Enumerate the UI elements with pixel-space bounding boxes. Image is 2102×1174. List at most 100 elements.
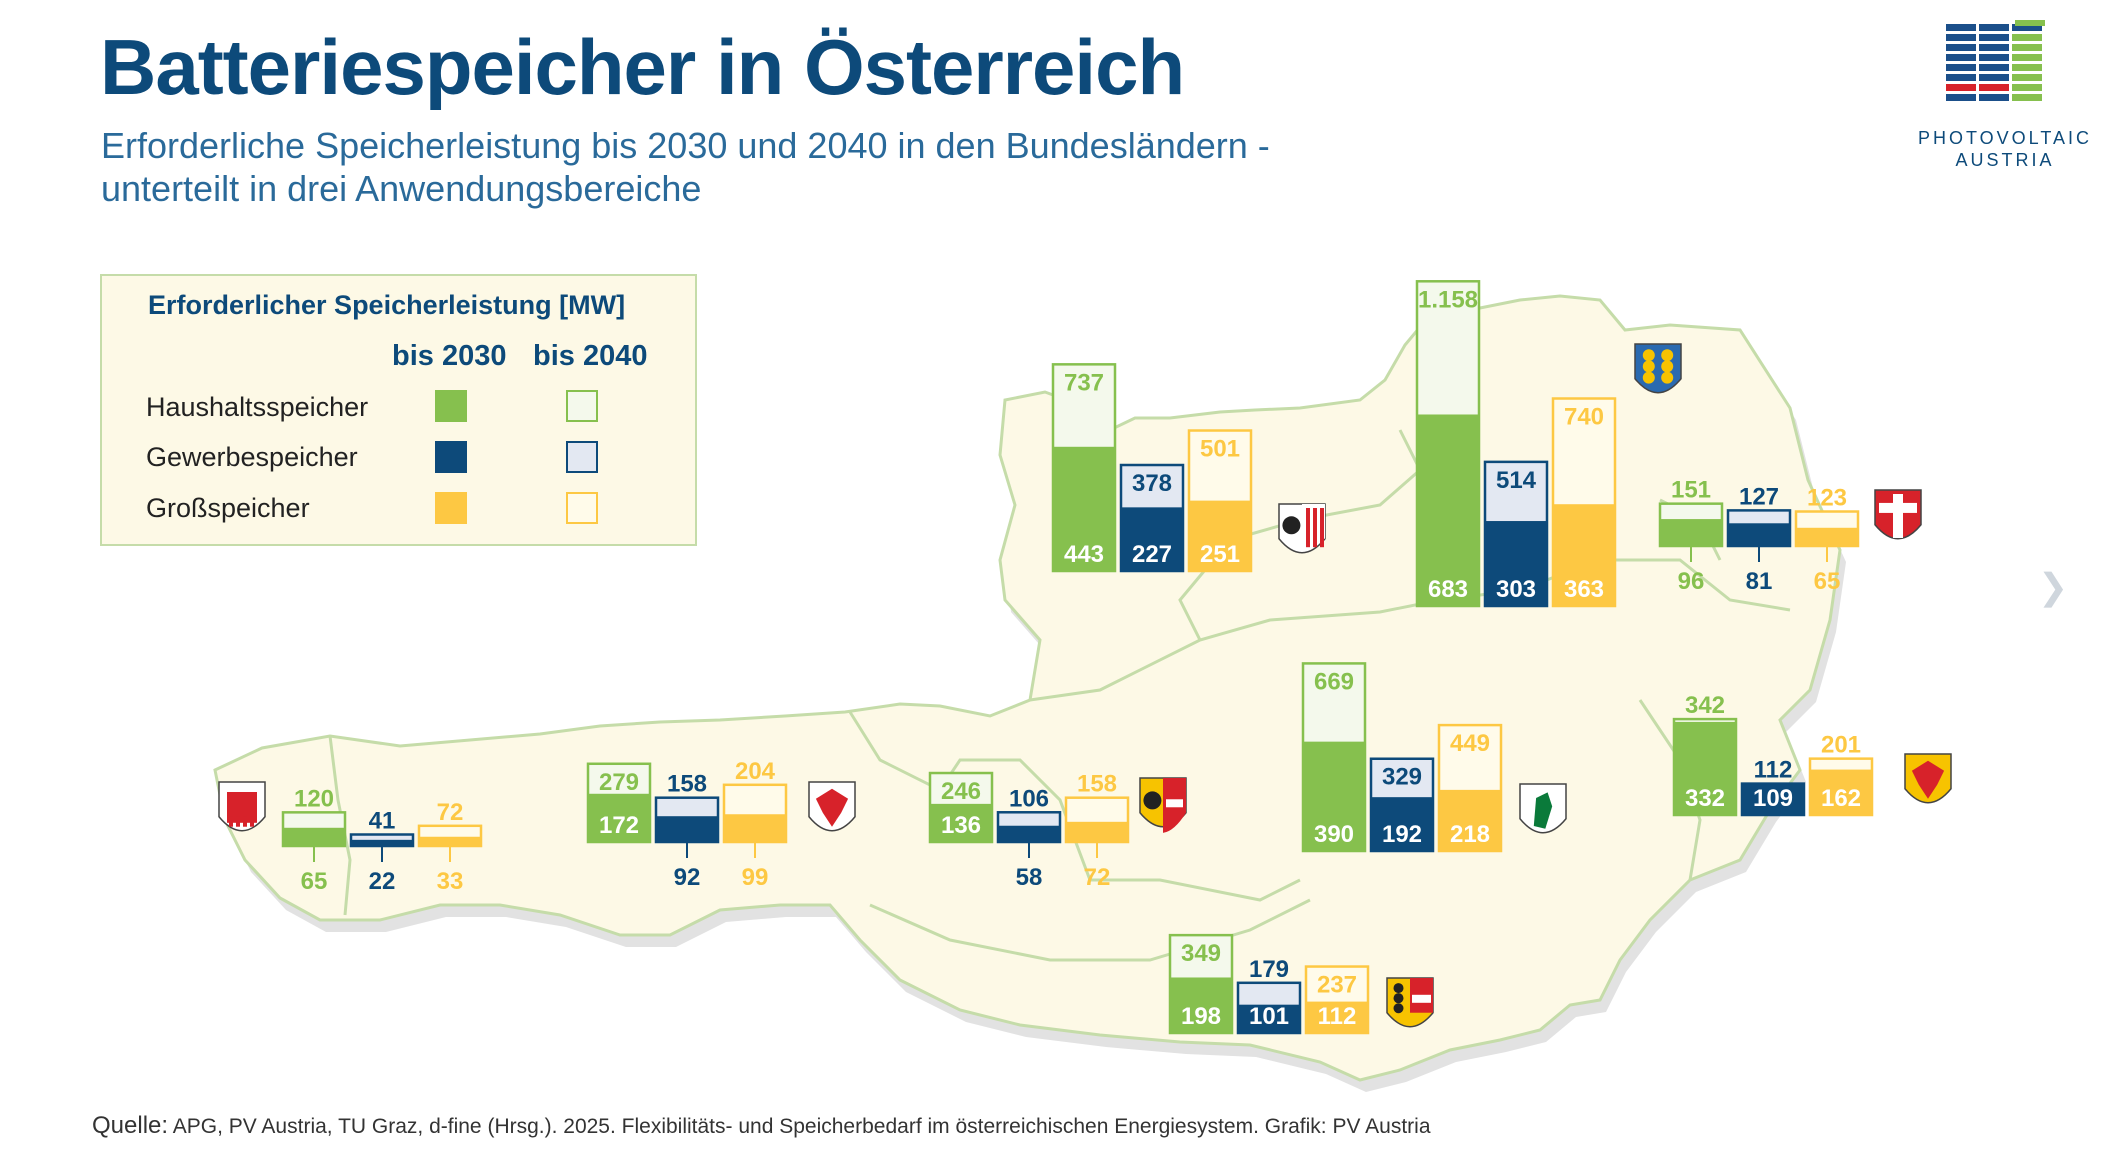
label-wien-haushalt-2030: 96 [1678, 568, 1705, 595]
source-text: APG, PV Austria, TU Graz, d-fine (Hrsg.)… [168, 1115, 1431, 1138]
legend-swatch-gross-2030 [435, 492, 467, 524]
label-tirol-gewerbe-2030: 92 [674, 864, 701, 891]
photovoltaic-austria-logo [1946, 20, 2045, 101]
kaernten-coat-icon [1386, 977, 1434, 1028]
wien-coat-icon [1874, 489, 1922, 540]
label-niederoesterreich-gewerbe-2030: 303 [1496, 576, 1536, 603]
label-niederoesterreich-haushalt-2040: 1.158 [1418, 286, 1478, 313]
label-wien-gross-2030: 65 [1814, 568, 1841, 595]
legend-swatch-gewerbe-2040 [566, 441, 598, 473]
bar-kaernten-gross-2030 [1306, 1001, 1368, 1033]
label-salzburg-gewerbe-2040: 106 [1009, 785, 1049, 812]
label-vorarlberg-gross-2040: 72 [437, 799, 464, 826]
label-vorarlberg-gewerbe-2030: 22 [369, 868, 396, 895]
label-steiermark-gewerbe-2030: 192 [1382, 821, 1422, 848]
niederoesterreich-coat-icon [1634, 343, 1682, 394]
bar-niederoesterreich-gewerbe-2030 [1485, 521, 1547, 606]
label-tirol-gross-2040: 204 [735, 758, 776, 785]
legend-swatch-haushalt-2030 [435, 390, 467, 422]
label-wien-gewerbe-2040: 127 [1739, 483, 1779, 510]
label-oberoesterreich-haushalt-2030: 443 [1064, 541, 1104, 568]
label-salzburg-haushalt-2040: 246 [941, 778, 981, 805]
label-burgenland-gross-2040: 201 [1821, 732, 1861, 759]
bar-vorarlberg-haushalt-2030 [283, 827, 345, 846]
bar-steiermark-haushalt-2030 [1303, 741, 1365, 851]
logo-text: PHOTOVOLTAIC AUSTRIA [1895, 127, 2102, 171]
label-kaernten-haushalt-2030: 198 [1181, 1003, 1221, 1030]
label-oberoesterreich-gross-2030: 251 [1200, 541, 1240, 568]
bar-oberoesterreich-haushalt-2030 [1053, 446, 1115, 571]
label-kaernten-haushalt-2040: 349 [1181, 940, 1221, 967]
bar-tirol-gewerbe-2030 [656, 816, 718, 842]
legend-row-gross: Großspeicher [146, 493, 310, 523]
label-burgenland-haushalt-2030: 332 [1685, 785, 1725, 812]
subtitle-line-1: Erforderliche Speicherleistung bis 2030 … [101, 125, 1270, 166]
label-kaernten-gewerbe-2040: 179 [1249, 956, 1289, 983]
state-bars-salzburg: 246 136 106 58 158 72 [928, 771, 1130, 891]
bar-oberoesterreich-gross-2030 [1189, 500, 1251, 571]
vorarlberg-coat-icon [218, 781, 266, 832]
bar-salzburg-gross-2030 [1066, 821, 1128, 842]
bar-burgenland-haushalt-2030 [1674, 721, 1736, 815]
legend-row-haushalt: Haushaltsspeicher [146, 392, 369, 422]
label-steiermark-haushalt-2040: 669 [1314, 668, 1354, 695]
salzburg-coat-icon [1139, 777, 1187, 833]
bar-vorarlberg-gross-2030 [419, 836, 481, 846]
coats-layer [218, 343, 1952, 1028]
legend: Erforderlicher Speicherleistung [MW] bis… [100, 274, 697, 546]
legend-col-2040: bis 2040 [533, 340, 648, 372]
subtitle-line-2: unterteilt in drei Anwendungsbereiche [101, 168, 702, 209]
state-bars-tirol: 279 172 158 92 204 99 [586, 758, 788, 891]
state-bars-oberoesterreich: 737 443 378 227 501 251 [1051, 363, 1253, 573]
bar-salzburg-haushalt-2030 [930, 803, 992, 842]
label-kaernten-gross-2030: 112 [1318, 1003, 1357, 1030]
state-bars-niederoesterreich: 1.158 683 514 303 740 363 [1415, 280, 1617, 608]
bar-niederoesterreich-gross-2030 [1553, 504, 1615, 606]
label-kaernten-gewerbe-2030: 101 [1249, 1003, 1289, 1030]
bar-kaernten-haushalt-2030 [1170, 977, 1232, 1033]
source-label: Quelle: [92, 1112, 169, 1139]
legend-row-gewerbe: Gewerbespeicher [146, 442, 358, 472]
page-title: Batteriespeicher in Österreich [100, 23, 1185, 111]
legend-swatch-gross-2040 [566, 492, 598, 524]
label-wien-gross-2040: 123 [1807, 485, 1847, 512]
burgenland-coat-icon [1904, 753, 1952, 804]
source-note: Quelle: APG, PV Austria, TU Graz, d-fine… [92, 1112, 1431, 1140]
label-oberoesterreich-gross-2040: 501 [1200, 436, 1240, 463]
label-burgenland-gewerbe-2030: 109 [1753, 785, 1793, 812]
bar-salzburg-gewerbe-2030 [998, 825, 1060, 842]
bar-wien-gross-2030 [1796, 527, 1858, 546]
state-bars-wien: 151 96 127 81 123 65 [1658, 477, 1860, 595]
bar-kaernten-gewerbe-2030 [1238, 1004, 1300, 1033]
label-steiermark-gross-2030: 218 [1450, 821, 1490, 848]
label-oberoesterreich-gewerbe-2040: 378 [1132, 470, 1172, 497]
label-niederoesterreich-gewerbe-2040: 514 [1496, 467, 1537, 494]
state-bars-vorarlberg: 120 65 41 22 72 33 [281, 785, 483, 895]
bar-tirol-haushalt-2030 [588, 793, 650, 842]
label-oberoesterreich-haushalt-2040: 737 [1064, 369, 1104, 396]
label-vorarlberg-haushalt-2030: 65 [301, 868, 328, 895]
bar-steiermark-gross-2030 [1439, 789, 1501, 851]
label-wien-gewerbe-2030: 81 [1746, 568, 1773, 595]
label-kaernten-gross-2040: 237 [1317, 972, 1357, 999]
label-tirol-gross-2030: 99 [742, 864, 769, 891]
legend-swatch-gewerbe-2030 [435, 441, 467, 473]
bar-burgenland-gross-2030 [1810, 769, 1872, 815]
label-salzburg-gross-2040: 158 [1077, 771, 1117, 798]
label-niederoesterreich-haushalt-2030: 683 [1428, 576, 1468, 603]
label-vorarlberg-haushalt-2040: 120 [294, 785, 334, 812]
state-bars-steiermark: 669 390 329 192 449 218 [1301, 662, 1503, 853]
chevron-right-icon[interactable]: ❯ [2038, 566, 2069, 607]
label-wien-haushalt-2040: 151 [1671, 477, 1711, 504]
logo-line-1: PHOTOVOLTAIC [1917, 128, 2093, 148]
steiermark-coat-icon [1519, 783, 1567, 834]
legend-swatch-haushalt-2040 [566, 390, 598, 422]
bar-niederoesterreich-haushalt-2030 [1417, 414, 1479, 606]
label-vorarlberg-gross-2030: 33 [437, 868, 464, 895]
label-salzburg-gewerbe-2030: 58 [1016, 864, 1043, 891]
bar-steiermark-gewerbe-2030 [1371, 797, 1433, 851]
label-vorarlberg-gewerbe-2040: 41 [369, 808, 396, 835]
label-steiermark-haushalt-2030: 390 [1314, 821, 1354, 848]
